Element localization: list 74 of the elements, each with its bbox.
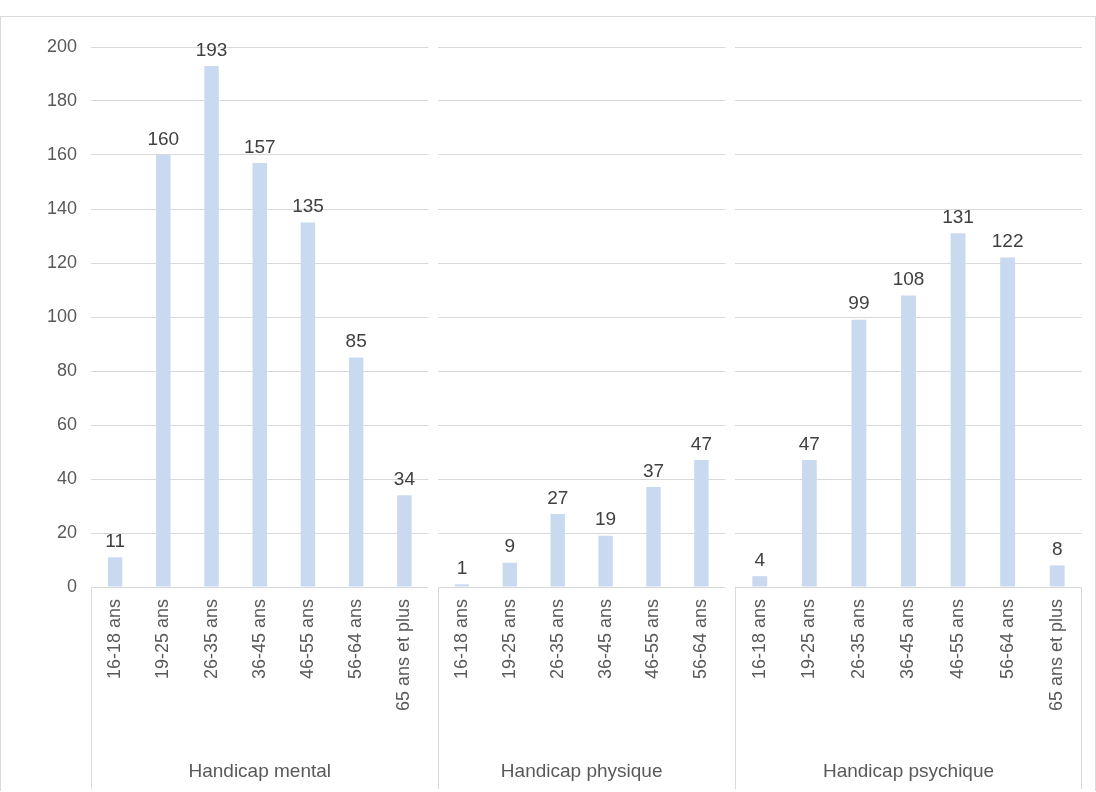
bar xyxy=(348,357,364,587)
bar xyxy=(851,319,867,587)
x-axis-title: Handicap psychique xyxy=(822,759,995,781)
data-label: 4 xyxy=(754,548,766,570)
data-label: 1 xyxy=(456,557,468,579)
y-tick-label: 0 xyxy=(66,575,77,596)
bar xyxy=(107,557,123,587)
bar xyxy=(646,487,661,587)
x-tick-label: 46-55 ans xyxy=(947,599,968,680)
y-tick-label: 180 xyxy=(46,89,77,110)
x-tick-label: 19-25 ans xyxy=(498,599,519,680)
data-label: 193 xyxy=(195,38,228,60)
data-label: 37 xyxy=(642,459,665,481)
x-tick-label: 26-35 ans xyxy=(200,599,221,680)
x-tick-label: 65 ans et plus xyxy=(393,599,414,712)
data-label: 135 xyxy=(292,195,324,217)
x-tick-label: 26-35 ans xyxy=(546,599,567,680)
data-label: 27 xyxy=(547,486,569,508)
bar xyxy=(1049,565,1065,587)
data-label: 34 xyxy=(393,467,416,489)
data-label: 160 xyxy=(147,127,180,149)
x-tick-label: 36-45 ans xyxy=(897,599,918,680)
data-label: 19 xyxy=(595,508,617,530)
bar xyxy=(598,535,613,587)
x-tick-label: 56-64 ans xyxy=(996,599,1017,680)
bar xyxy=(1000,257,1016,587)
data-label: 131 xyxy=(942,206,974,228)
data-label: 122 xyxy=(991,230,1024,252)
x-tick-label: 56-64 ans xyxy=(345,599,366,680)
data-label: 47 xyxy=(798,432,820,454)
x-tick-label: 46-55 ans xyxy=(642,599,663,680)
bar xyxy=(752,576,768,587)
x-tick-label: 16-18 ans xyxy=(450,599,471,680)
y-tick-label: 20 xyxy=(56,521,77,542)
bar xyxy=(397,495,412,587)
x-tick-label: 19-25 ans xyxy=(798,599,819,680)
y-tick-label: 100 xyxy=(46,305,77,326)
bar xyxy=(502,562,518,587)
x-tick-label: 19-25 ans xyxy=(152,599,173,680)
bar xyxy=(901,295,916,587)
x-tick-label: 65 ans et plus xyxy=(1046,599,1067,712)
y-tick-label: 140 xyxy=(46,197,77,218)
x-tick-label: 56-64 ans xyxy=(690,599,711,680)
data-label: 8 xyxy=(1051,538,1063,560)
y-tick-label: 60 xyxy=(56,413,77,434)
bar xyxy=(694,460,709,587)
x-tick-label: 26-35 ans xyxy=(847,599,868,680)
data-label: 47 xyxy=(690,432,712,454)
bar xyxy=(950,233,966,587)
x-axis-title: Handicap physique xyxy=(500,759,663,781)
bar xyxy=(801,460,817,587)
bar xyxy=(454,584,470,587)
bar xyxy=(204,65,219,587)
bar xyxy=(252,163,267,587)
x-tick-label: 36-45 ans xyxy=(248,599,269,680)
data-label: 108 xyxy=(892,268,925,290)
data-label: 157 xyxy=(243,135,276,157)
x-tick-label: 46-55 ans xyxy=(296,599,317,680)
bar xyxy=(156,155,171,587)
data-label: 85 xyxy=(345,330,367,352)
x-tick-label: 36-45 ans xyxy=(594,599,615,680)
y-tick-label: 120 xyxy=(46,251,77,272)
bar xyxy=(550,514,565,587)
y-tick-label: 200 xyxy=(46,35,77,56)
y-tick-label: 40 xyxy=(56,467,77,488)
y-tick-label: 160 xyxy=(46,143,77,164)
data-label: 9 xyxy=(504,535,516,557)
x-axis-title: Handicap mental xyxy=(188,759,332,781)
x-tick-label: 16-18 ans xyxy=(748,599,769,680)
data-label: 99 xyxy=(848,292,870,314)
bar xyxy=(300,222,316,587)
x-tick-label: 16-18 ans xyxy=(104,599,125,680)
y-tick-label: 80 xyxy=(56,359,77,380)
data-label: 11 xyxy=(105,530,125,552)
